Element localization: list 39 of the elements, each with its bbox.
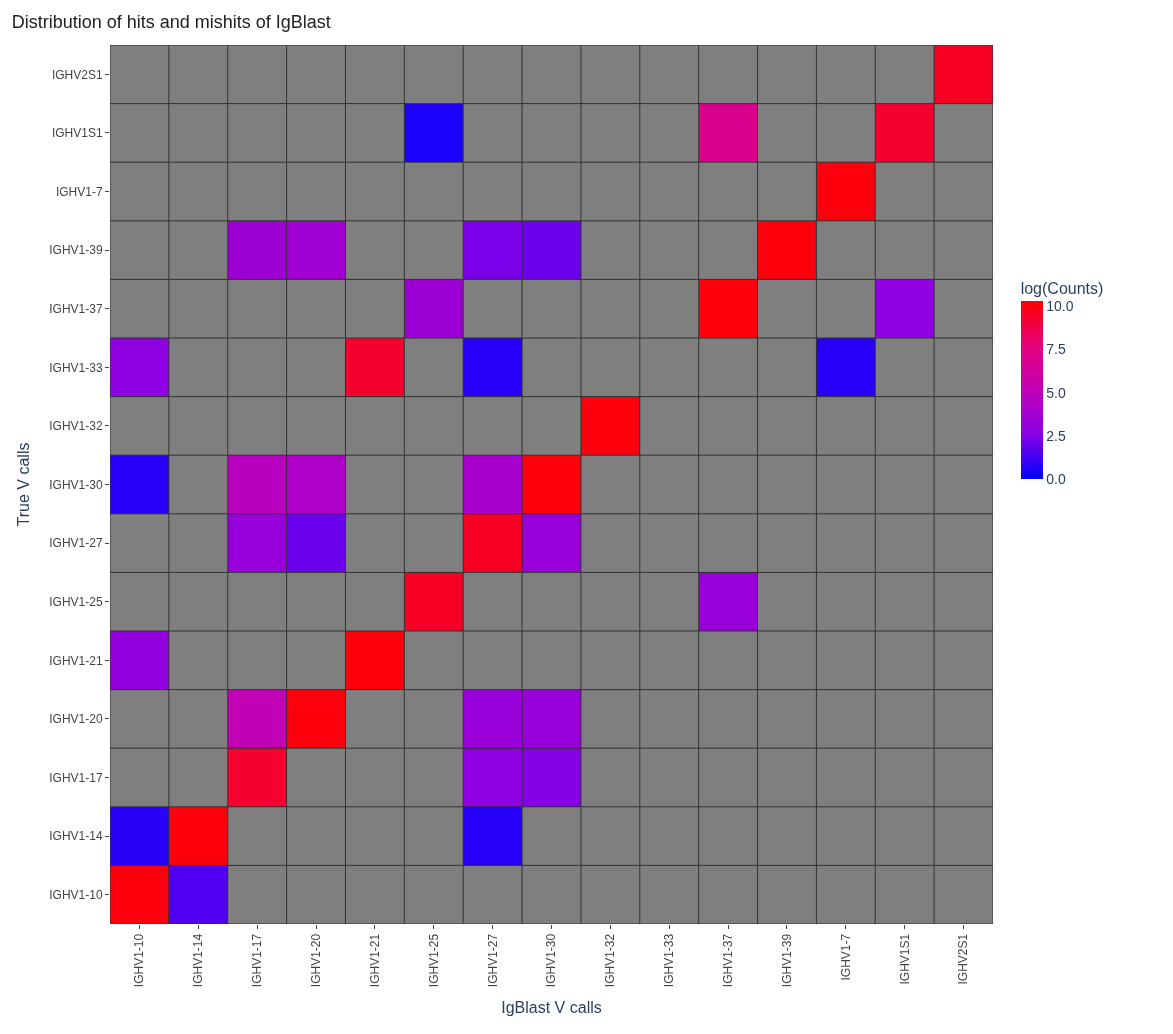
x-tick-label: IGHV1-30 xyxy=(544,933,559,988)
x-tick-label: IGHV1S1 xyxy=(897,933,912,985)
x-tick-label: IGHV1-20 xyxy=(308,933,323,988)
x-tick-label: IGHV1-39 xyxy=(779,933,794,988)
color-bar-title: log(Counts) xyxy=(1020,280,1104,298)
y-axis-title: True V calls xyxy=(15,442,33,527)
x-tick-label: IGHV1-32 xyxy=(603,933,618,988)
y-tick-label: IGHV1-20 xyxy=(49,712,103,727)
y-tick-label: IGHV1-25 xyxy=(49,594,103,609)
y-tick-label: IGHV2S1 xyxy=(51,67,103,82)
color-bar-label: 0.0 xyxy=(1046,470,1066,487)
chart-title: Distribution of hits and mishits of IgBlast xyxy=(11,12,331,33)
x-tick-label: IGHV1-25 xyxy=(426,933,441,988)
color-bar-label: 2.5 xyxy=(1046,427,1066,444)
x-tick-label: IGHV1-21 xyxy=(367,933,382,988)
x-axis-title: IgBlast V calls xyxy=(501,998,602,1016)
y-tick-label: IGHV1-17 xyxy=(49,770,103,785)
y-tick-label: IGHV1-27 xyxy=(49,536,103,551)
color-bar-label: 5.0 xyxy=(1046,384,1066,401)
x-tick-label: IGHV2S1 xyxy=(956,933,971,985)
x-tick-label: IGHV1-7 xyxy=(838,933,853,981)
x-tick-label: IGHV1-14 xyxy=(191,933,206,988)
y-tick-label: IGHV1-39 xyxy=(49,243,103,258)
y-tick-label: IGHV1-21 xyxy=(49,653,103,668)
y-tick-label: IGHV1-10 xyxy=(49,887,103,902)
x-tick-label: IGHV1-10 xyxy=(132,933,147,988)
x-tick-label: IGHV1-37 xyxy=(721,933,735,988)
y-tick-label: IGHV1-33 xyxy=(49,360,103,375)
y-tick-label: IGHV1-37 xyxy=(49,301,103,316)
color-bar-label: 10.0 xyxy=(1046,298,1074,315)
y-tick-label: IGHV1S1 xyxy=(51,126,103,141)
x-tick-label: IGHV1-33 xyxy=(662,933,677,988)
x-tick-label: IGHV1-17 xyxy=(250,933,265,988)
y-tick-label: IGHV1-30 xyxy=(49,477,103,492)
y-tick-label: IGHV1-32 xyxy=(49,419,103,434)
x-tick-label: IGHV1-27 xyxy=(485,933,500,988)
y-tick-label: IGHV1-7 xyxy=(55,184,103,199)
color-bar-label: 7.5 xyxy=(1046,341,1066,358)
y-tick-label: IGHV1-14 xyxy=(49,829,103,844)
